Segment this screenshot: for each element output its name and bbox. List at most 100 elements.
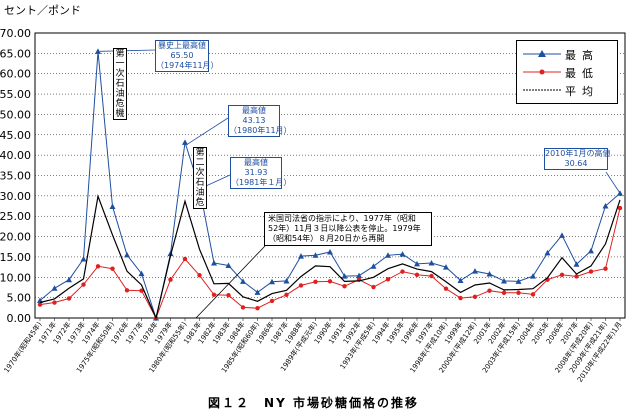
data-point-low <box>168 277 173 282</box>
data-point-low <box>313 279 318 284</box>
annotation-peak-1981-line2: 31.93 <box>244 168 268 177</box>
annotation-peak-1974-line3: （1974年11月） <box>156 61 219 70</box>
data-point-high <box>298 253 304 259</box>
x-tick-label: 1970年(昭和45年) <box>2 320 44 375</box>
data-point-low <box>139 288 144 293</box>
data-point-high <box>559 232 565 238</box>
data-point-low <box>37 302 43 307</box>
data-point-high <box>109 203 116 209</box>
data-point-low <box>429 273 434 279</box>
data-point-high <box>530 273 536 279</box>
annotation-peak-1980-line2: 43.13 <box>242 116 266 125</box>
data-point-low <box>501 290 507 295</box>
data-point-low <box>95 264 101 269</box>
data-point-high <box>443 264 449 270</box>
data-point-high <box>486 271 493 277</box>
leader-jan-2010 <box>605 171 621 194</box>
data-point-high <box>312 252 319 258</box>
legend-item-low: 最低 <box>517 65 617 80</box>
chart-legend: 最高 最低 平均 <box>516 40 618 104</box>
leader-peak-1980 <box>186 117 229 145</box>
annotation-jan-2010-line2: 30.64 <box>564 159 588 168</box>
data-point-high <box>51 285 58 291</box>
y-tick-label: 5.00 <box>7 292 32 305</box>
annotation-note-line3: （昭和54年）８月20日から再開 <box>268 234 385 243</box>
legend-item-avg: 平均 <box>517 83 617 98</box>
annotation-peak-1981-line3: （1981年１月） <box>231 178 292 187</box>
y-tick-label: 65.00 <box>0 47 31 60</box>
data-point-high <box>515 278 522 284</box>
data-point-high <box>341 273 348 279</box>
data-point-low <box>617 205 623 211</box>
data-point-high <box>573 261 580 267</box>
leader-suspension-note <box>195 245 266 319</box>
data-point-low <box>240 305 246 310</box>
data-point-high <box>254 289 261 295</box>
data-point-low <box>298 283 304 288</box>
legend-item-high: 最高 <box>517 47 617 62</box>
data-point-high <box>327 249 333 255</box>
y-tick-label: 70.00 <box>0 27 31 40</box>
data-point-low <box>110 266 115 271</box>
annotation-note-line2: 52年）11月３日以降公表を停止。1979年 <box>268 224 421 233</box>
legend-label-high: 最高 <box>565 49 599 62</box>
data-point-low <box>516 290 521 295</box>
data-point-high <box>472 268 478 274</box>
data-point-high <box>80 255 87 262</box>
data-point-high <box>602 203 609 209</box>
data-point-high <box>370 263 377 269</box>
data-point-high <box>95 48 101 54</box>
data-point-high <box>283 277 290 284</box>
y-axis-unit-label: セント／ポンド <box>4 4 81 17</box>
data-point-low <box>269 298 275 304</box>
data-point-high <box>428 260 435 266</box>
data-point-low <box>385 277 391 282</box>
data-point-low <box>443 286 449 291</box>
data-point-low <box>371 284 376 290</box>
data-point-low <box>327 279 333 284</box>
data-point-low <box>66 296 72 301</box>
data-point-high <box>385 252 391 258</box>
data-point-low <box>124 288 130 293</box>
data-point-high <box>501 277 507 284</box>
annotation-peak-1974-line1: 暴史上最高値 <box>158 41 206 50</box>
y-tick-label: 25.00 <box>0 210 31 223</box>
data-point-high <box>588 247 594 254</box>
data-point-high <box>457 277 464 284</box>
data-point-high <box>124 251 130 258</box>
annotation-note-line1: 米国司法省の指示により、1977年（昭和 <box>268 214 416 223</box>
data-point-low <box>530 292 536 297</box>
data-point-low <box>458 295 463 301</box>
data-point-high <box>225 262 232 268</box>
annotation-peak-1981-line1: 最高値 <box>244 158 268 167</box>
data-point-low <box>52 300 57 305</box>
annotation-peak-1980-line3: （1980年11月） <box>229 126 292 135</box>
y-tick-label: 55.00 <box>0 88 31 101</box>
data-point-high <box>269 278 275 285</box>
legend-label-low: 最低 <box>565 67 599 80</box>
data-point-low <box>559 272 565 278</box>
data-point-high <box>399 251 406 257</box>
data-point-low <box>574 274 579 279</box>
data-point-high <box>182 139 188 145</box>
data-point-low <box>81 282 86 287</box>
data-point-high <box>138 270 145 277</box>
annotation-peak-1980: 最高値 43.13 （1980年11月） <box>228 105 292 137</box>
data-point-high <box>356 272 362 279</box>
y-tick-label: 30.00 <box>0 190 31 203</box>
annotation-jan-2010-line1: 2010年1月の高値 <box>545 149 611 158</box>
label-second-oil-crisis: 第二次石油危 <box>193 147 207 209</box>
data-point-low <box>342 284 347 289</box>
annotation-jan-2010: 2010年1月の高値 30.64 <box>544 148 611 170</box>
annotation-peak-1981: 最高値 31.93 （1981年１月） <box>230 157 292 189</box>
annotation-peak-1974-line2: 65.50 <box>170 51 194 60</box>
data-point-low <box>255 306 260 311</box>
y-tick-label: 35.00 <box>0 170 31 183</box>
y-tick-label: 45.00 <box>0 129 31 142</box>
label-first-oil-crisis: 第一次石油危機 <box>113 48 127 120</box>
data-point-low <box>487 288 492 293</box>
annotation-peak-1980-line1: 最高値 <box>242 106 266 115</box>
data-point-low <box>588 269 594 274</box>
leader-peak-1974 <box>99 49 156 52</box>
data-point-low <box>197 273 202 278</box>
